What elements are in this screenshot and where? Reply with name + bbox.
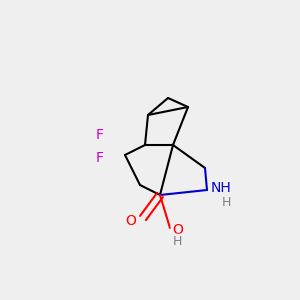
Text: H: H bbox=[173, 235, 182, 248]
Text: NH: NH bbox=[210, 182, 231, 196]
Text: F: F bbox=[95, 151, 104, 165]
Text: O: O bbox=[126, 214, 136, 228]
Text: O: O bbox=[172, 223, 183, 236]
Text: H: H bbox=[222, 196, 231, 208]
Text: F: F bbox=[95, 128, 104, 142]
